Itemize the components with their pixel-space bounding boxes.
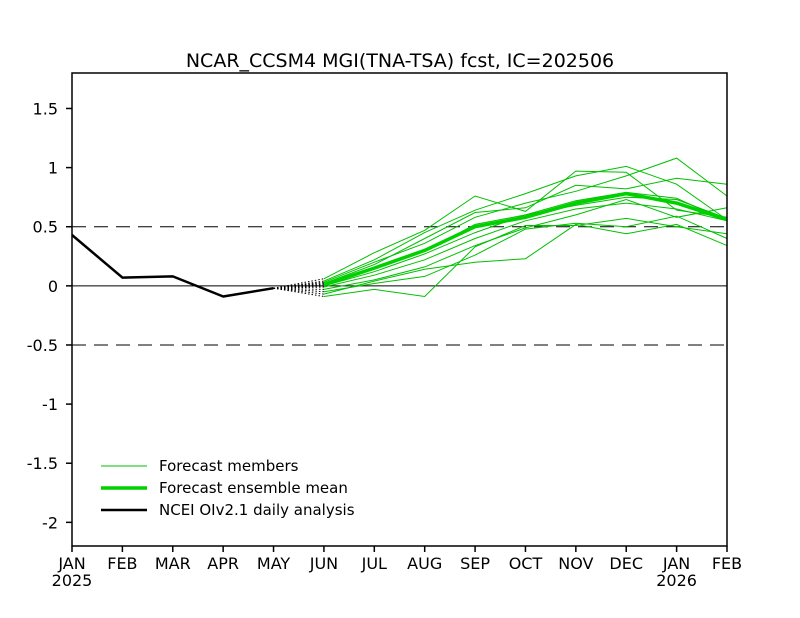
x-tick-label: MAY xyxy=(257,554,291,573)
member-line xyxy=(323,215,728,293)
x-year-label: 2025 xyxy=(52,571,93,590)
member-line xyxy=(323,198,728,290)
y-tick-label: -0.5 xyxy=(27,336,58,355)
plot-frame xyxy=(71,72,728,547)
x-tick-label: JAN xyxy=(57,554,85,573)
member-line xyxy=(323,177,728,284)
x-year-label: 2026 xyxy=(656,571,697,590)
y-tick-label: 0.5 xyxy=(33,218,58,237)
member-line xyxy=(323,191,728,286)
legend-label: Forecast members xyxy=(159,457,299,475)
reference-lines xyxy=(72,226,727,346)
chart-title: NCAR_CCSM4 MGI(TNA-TSA) fcst, IC=202506 xyxy=(186,50,614,72)
x-tick-label: SEP xyxy=(460,554,490,573)
y-tick-label: -2 xyxy=(42,513,58,532)
x-tick-label: DEC xyxy=(609,554,643,573)
forecast-connectors xyxy=(273,278,325,297)
connector-line xyxy=(273,287,325,297)
y-tick-label: 1 xyxy=(48,159,58,178)
member-line xyxy=(323,170,728,280)
member-line xyxy=(323,165,728,282)
x-tick-label: FEB xyxy=(107,554,137,573)
x-axis: JAN FEB MAR APR MAY JUN JUL AUG SEP OCT NOV DEC JAN F… xyxy=(52,546,742,590)
legend-label: NCEI OIv2.1 daily analysis xyxy=(159,501,355,519)
y-tick-label: 1.5 xyxy=(33,99,58,118)
y-tick-label: 0 xyxy=(48,277,58,296)
x-tick-label: AUG xyxy=(407,554,442,573)
legend: Forecast members Forecast ensemble mean NC… xyxy=(101,457,355,519)
x-tick-label: FEB xyxy=(712,554,742,573)
x-tick-label: JUL xyxy=(361,554,387,573)
forecast-mean xyxy=(323,191,728,287)
connector-line xyxy=(273,278,325,289)
x-tick-label: JUN xyxy=(309,554,338,573)
x-tick-label: OCT xyxy=(509,554,543,573)
y-tick-label: -1.5 xyxy=(27,454,58,473)
x-tick-label: APR xyxy=(207,554,239,573)
forecast-members xyxy=(323,157,728,298)
observed-analysis xyxy=(71,234,274,298)
observed-line xyxy=(71,234,274,298)
member-line xyxy=(323,217,728,298)
x-tick-label: MAR xyxy=(155,554,191,573)
y-axis: 1.5 1 0.5 0 -0.5 -1 -1.5 -2 xyxy=(27,99,72,532)
legend-label: Forecast ensemble mean xyxy=(159,479,348,497)
member-line xyxy=(323,202,728,288)
x-tick-label: NOV xyxy=(558,554,593,573)
x-tick-label: JAN xyxy=(662,554,690,573)
member-line xyxy=(323,223,728,295)
y-tick-label: -1 xyxy=(42,395,58,414)
mean-line xyxy=(323,191,728,287)
